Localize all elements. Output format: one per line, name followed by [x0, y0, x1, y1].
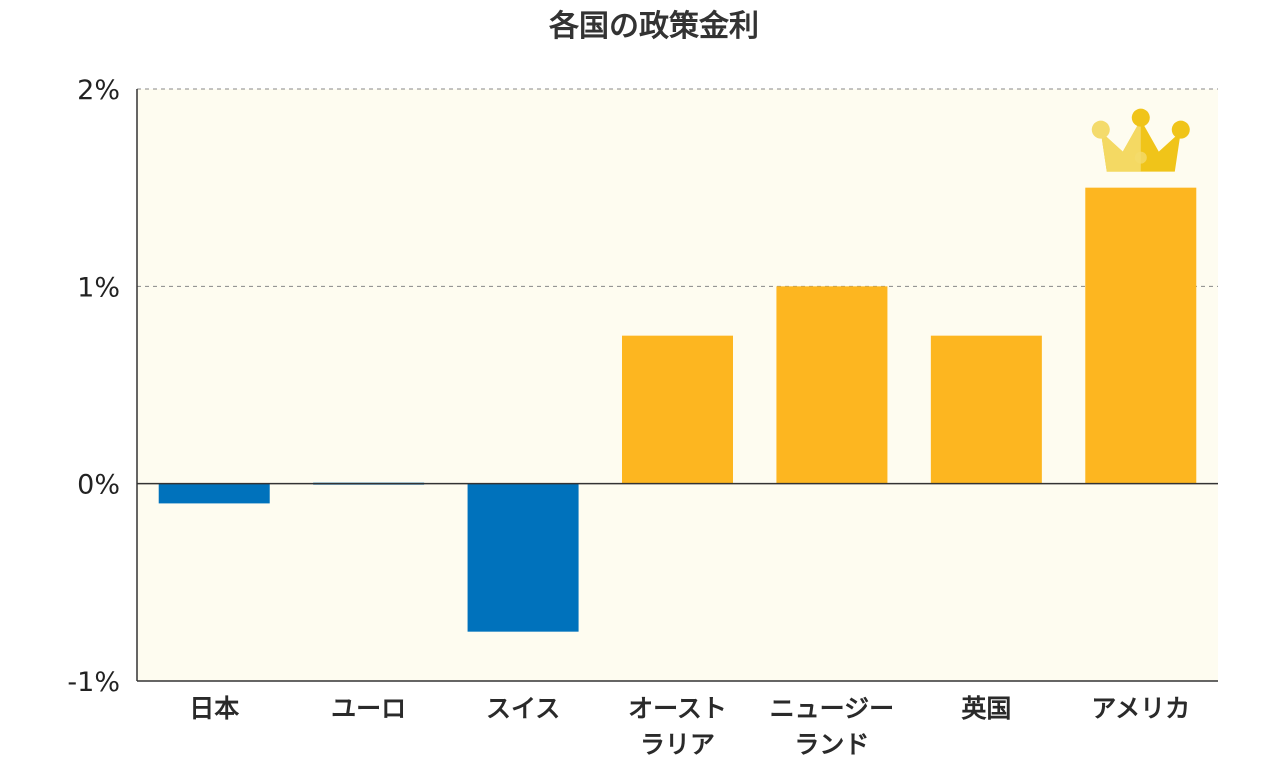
chart-title: 各国の政策金利 — [548, 9, 759, 44]
y-axis-tick-labels: 2% 1% 0% -1% — [67, 75, 120, 698]
x-tick-label: 英国 — [961, 694, 1011, 723]
bar — [158, 483, 270, 504]
x-tick-label: ラリア — [640, 730, 715, 759]
y-tick-label: 2% — [77, 75, 120, 106]
y-tick-label: -1% — [67, 667, 120, 698]
bar — [622, 335, 733, 484]
x-tick-label: アメリカ — [1091, 694, 1190, 723]
crown-shape — [1091, 108, 1190, 172]
x-tick-label: ランド — [794, 730, 869, 759]
bar — [776, 286, 888, 484]
x-tick-label: スイス — [486, 694, 560, 723]
bars — [158, 187, 1197, 632]
bar — [930, 335, 1042, 484]
x-tick-label: ニュージー — [770, 694, 895, 723]
x-tick-label: 日本 — [189, 694, 239, 723]
x-tick-label: ユーロ — [331, 694, 406, 723]
x-tick-label: オースト — [628, 694, 727, 723]
bar — [1085, 187, 1197, 484]
y-tick-label: 0% — [77, 470, 120, 501]
bar — [467, 483, 579, 632]
crown-icon — [1091, 108, 1190, 172]
y-tick-label: 1% — [77, 272, 120, 303]
axes — [136, 89, 1218, 682]
